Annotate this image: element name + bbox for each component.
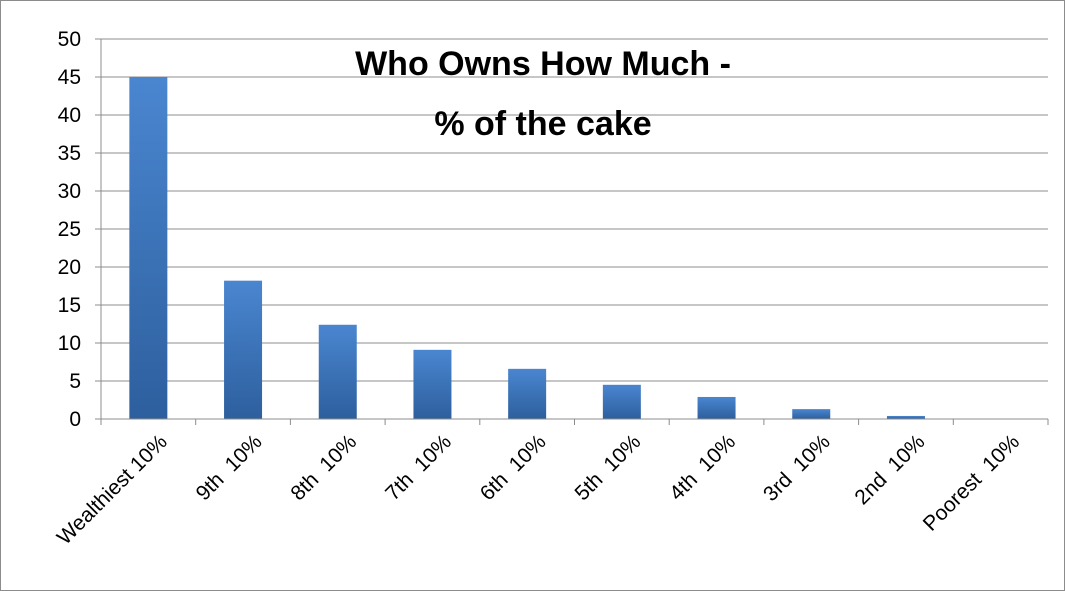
- x-tick-label: 3rd 10%: [759, 430, 835, 506]
- x-tick-label: 8th 10%: [286, 430, 361, 505]
- bar: [318, 324, 357, 419]
- bar: [697, 396, 736, 419]
- x-tick-label: 9th 10%: [192, 430, 267, 505]
- x-tick-label: 7th 10%: [381, 430, 456, 505]
- bars: [129, 77, 925, 419]
- bar: [886, 415, 925, 419]
- x-tick-label: 5th 10%: [570, 430, 645, 505]
- y-tick-label: 20: [58, 256, 81, 279]
- axes: [95, 38, 1049, 425]
- y-tick-label: 45: [58, 66, 81, 89]
- y-tick-label: 25: [58, 218, 81, 241]
- x-tick-label: 6th 10%: [476, 430, 551, 505]
- y-tick-label: 40: [58, 104, 81, 127]
- y-tick-label: 35: [58, 142, 81, 165]
- x-tick-label: 4th 10%: [665, 430, 740, 505]
- y-tick-label: 5: [69, 370, 81, 393]
- chart-title-line-2: % of the cake: [434, 105, 651, 143]
- y-tick-label: 0: [69, 408, 81, 431]
- bar: [602, 384, 641, 419]
- y-tick-label: 50: [58, 28, 81, 51]
- y-tick-label: 10: [58, 332, 81, 355]
- chart-title-line-1: Who Owns How Much -: [355, 45, 731, 83]
- y-tick-label: 30: [58, 180, 81, 203]
- x-tick-label: Poorest 10%: [919, 430, 1024, 535]
- y-tick-label: 15: [58, 294, 81, 317]
- x-tick-label: 2nd 10%: [850, 430, 929, 509]
- bar: [129, 77, 168, 419]
- bar: [792, 409, 831, 419]
- chart-title: Who Owns How Much - % of the cake: [355, 45, 731, 143]
- x-tick-label: Wealthiest 10%: [53, 430, 172, 549]
- bar: [413, 349, 452, 419]
- bar: [508, 368, 547, 419]
- bar: [224, 280, 263, 419]
